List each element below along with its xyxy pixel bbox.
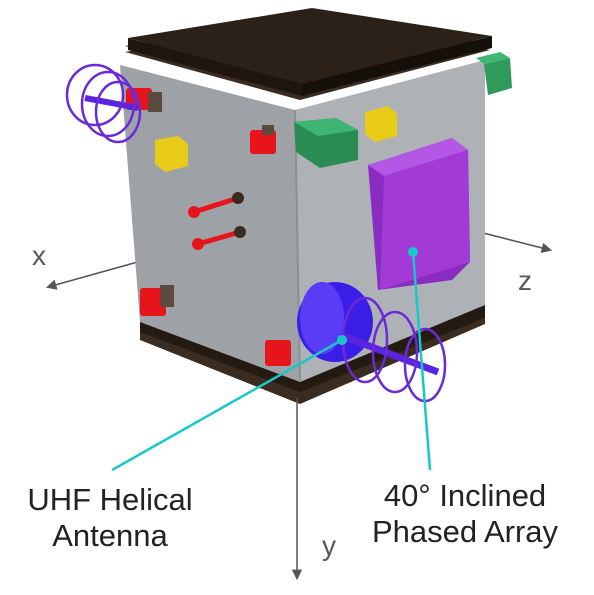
- uhf-label-line2: Antenna: [52, 518, 168, 553]
- callout-line-uhf: [111, 338, 343, 472]
- uhf-antenna-label: UHF Helical Antenna: [2, 482, 218, 554]
- yellow-sensor-right: [365, 106, 397, 142]
- y-axis-label: y: [322, 530, 336, 561]
- phased-array: [368, 138, 470, 290]
- callout-dot-uhf: [337, 335, 347, 345]
- green-module-top-right: [484, 58, 512, 95]
- callout-dot-phased: [408, 247, 418, 257]
- bottom-plate: [140, 305, 485, 400]
- z-axis-label: z: [518, 265, 532, 296]
- top-plate-upper: [128, 8, 492, 84]
- yellow-sensor-left: [155, 136, 188, 172]
- phased-label-line1: 40° Inclined: [383, 478, 547, 513]
- phased-array-label: 40° Inclined Phased Array: [350, 478, 580, 550]
- bottom-plate-2: [140, 318, 485, 404]
- callout-line-phased: [411, 251, 432, 471]
- helical-antenna-top: [65, 63, 142, 144]
- phased-label-line2: Phased Array: [371, 514, 559, 549]
- x-axis-label: x: [32, 240, 46, 271]
- uhf-label-line1: UHF Helical: [27, 482, 193, 517]
- red-pegs: [188, 192, 246, 250]
